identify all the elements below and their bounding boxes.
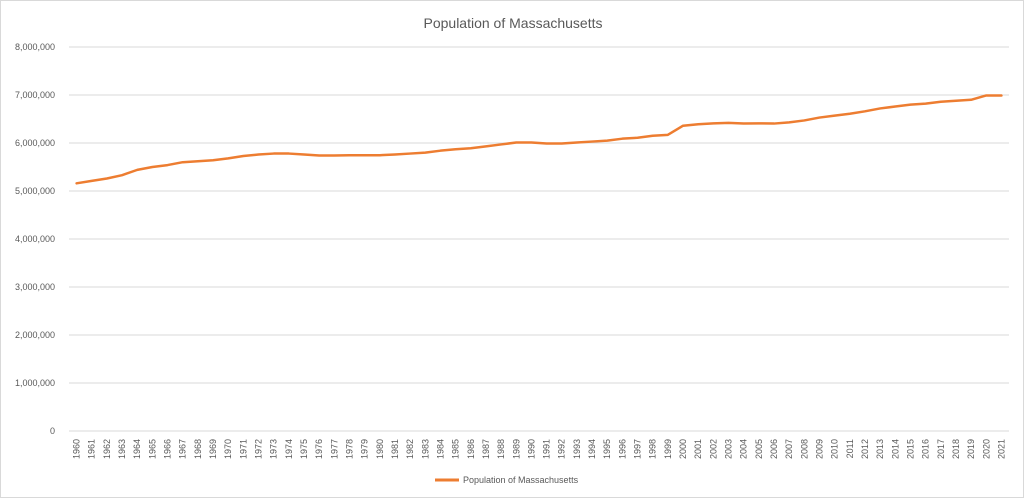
x-tick-label: 2018 bbox=[951, 439, 961, 459]
legend: Population of Massachusetts bbox=[435, 475, 579, 485]
x-tick-label: 2021 bbox=[996, 439, 1006, 459]
x-tick-label: 1961 bbox=[87, 439, 97, 459]
x-tick-label: 2000 bbox=[678, 439, 688, 459]
x-tick-label: 1962 bbox=[102, 439, 112, 459]
x-axis-ticks: 1960 1961 1962 1963 1964 1965 1966 1967 1968 1969… bbox=[72, 439, 1007, 459]
grid-lines bbox=[69, 46, 1009, 432]
y-tick-label: 3,000,000 bbox=[15, 282, 55, 292]
x-tick-label: 2003 bbox=[724, 439, 734, 459]
x-tick-label: 2001 bbox=[693, 439, 703, 459]
x-tick-label: 1971 bbox=[238, 439, 248, 459]
x-tick-label: 1982 bbox=[405, 439, 415, 459]
x-tick-label: 1974 bbox=[284, 439, 294, 459]
x-tick-label: 2014 bbox=[890, 439, 900, 459]
x-tick-label: 1991 bbox=[542, 439, 552, 459]
x-tick-label: 1986 bbox=[466, 439, 476, 459]
x-tick-label: 1997 bbox=[633, 439, 643, 459]
x-tick-label: 1968 bbox=[193, 439, 203, 459]
y-tick-label: 5,000,000 bbox=[15, 186, 55, 196]
x-tick-label: 1976 bbox=[314, 439, 324, 459]
x-tick-label: 1993 bbox=[572, 439, 582, 459]
y-tick-label: 7,000,000 bbox=[15, 90, 55, 100]
x-tick-label: 1981 bbox=[390, 439, 400, 459]
x-tick-label: 1998 bbox=[648, 439, 658, 459]
x-tick-label: 2007 bbox=[784, 439, 794, 459]
y-axis-ticks: 0 1,000,000 2,000,000 3,000,000 4,000,000 5,0… bbox=[15, 42, 55, 436]
x-tick-label: 1964 bbox=[132, 439, 142, 459]
x-tick-label: 2008 bbox=[799, 439, 809, 459]
x-tick-label: 2013 bbox=[875, 439, 885, 459]
x-tick-label: 1996 bbox=[617, 439, 627, 459]
x-tick-label: 1990 bbox=[526, 439, 536, 459]
x-tick-label: 2009 bbox=[814, 439, 824, 459]
x-tick-label: 2019 bbox=[966, 439, 976, 459]
x-tick-label: 1980 bbox=[375, 439, 385, 459]
legend-label: Population of Massachusetts bbox=[463, 475, 579, 485]
chart-title: Population of Massachusetts bbox=[424, 15, 603, 31]
x-tick-label: 2010 bbox=[830, 439, 840, 459]
y-tick-label: 2,000,000 bbox=[15, 330, 55, 340]
x-tick-label: 2016 bbox=[921, 439, 931, 459]
y-tick-label: 8,000,000 bbox=[15, 42, 55, 52]
x-tick-label: 1973 bbox=[269, 439, 279, 459]
x-tick-label: 1966 bbox=[163, 439, 173, 459]
x-tick-label: 1965 bbox=[147, 439, 157, 459]
x-tick-label: 1960 bbox=[72, 439, 82, 459]
series-layer bbox=[75, 94, 1003, 185]
x-tick-label: 1984 bbox=[435, 439, 445, 459]
y-tick-label: 6,000,000 bbox=[15, 138, 55, 148]
x-tick-label: 1987 bbox=[481, 439, 491, 459]
x-tick-label: 1999 bbox=[663, 439, 673, 459]
x-tick-label: 2011 bbox=[845, 439, 855, 458]
x-tick-label: 2005 bbox=[754, 439, 764, 459]
y-tick-label: 0 bbox=[50, 426, 55, 436]
x-tick-label: 2002 bbox=[708, 439, 718, 459]
x-tick-label: 1989 bbox=[511, 439, 521, 459]
x-tick-label: 1979 bbox=[360, 439, 370, 459]
x-tick-label: 1988 bbox=[496, 439, 506, 459]
x-tick-label: 1967 bbox=[178, 439, 188, 459]
x-tick-label: 1994 bbox=[587, 439, 597, 459]
x-tick-label: 1985 bbox=[451, 439, 461, 459]
x-tick-label: 1983 bbox=[420, 439, 430, 459]
y-tick-label: 1,000,000 bbox=[15, 378, 55, 388]
x-tick-label: 1970 bbox=[223, 439, 233, 459]
x-tick-label: 2017 bbox=[936, 439, 946, 459]
x-tick-label: 2006 bbox=[769, 439, 779, 459]
x-tick-label: 2020 bbox=[981, 439, 991, 459]
series-line bbox=[75, 94, 1003, 185]
x-tick-label: 2004 bbox=[739, 439, 749, 459]
x-tick-label: 2015 bbox=[905, 439, 915, 459]
x-tick-label: 1969 bbox=[208, 439, 218, 459]
x-tick-label: 2012 bbox=[860, 439, 870, 459]
x-tick-label: 1992 bbox=[557, 439, 567, 459]
x-tick-label: 1977 bbox=[329, 439, 339, 459]
y-tick-label: 4,000,000 bbox=[15, 234, 55, 244]
x-tick-label: 1978 bbox=[344, 439, 354, 459]
x-tick-label: 1963 bbox=[117, 439, 127, 459]
x-tick-label: 1975 bbox=[299, 439, 309, 459]
x-tick-label: 1972 bbox=[254, 439, 264, 459]
x-tick-label: 1995 bbox=[602, 439, 612, 459]
